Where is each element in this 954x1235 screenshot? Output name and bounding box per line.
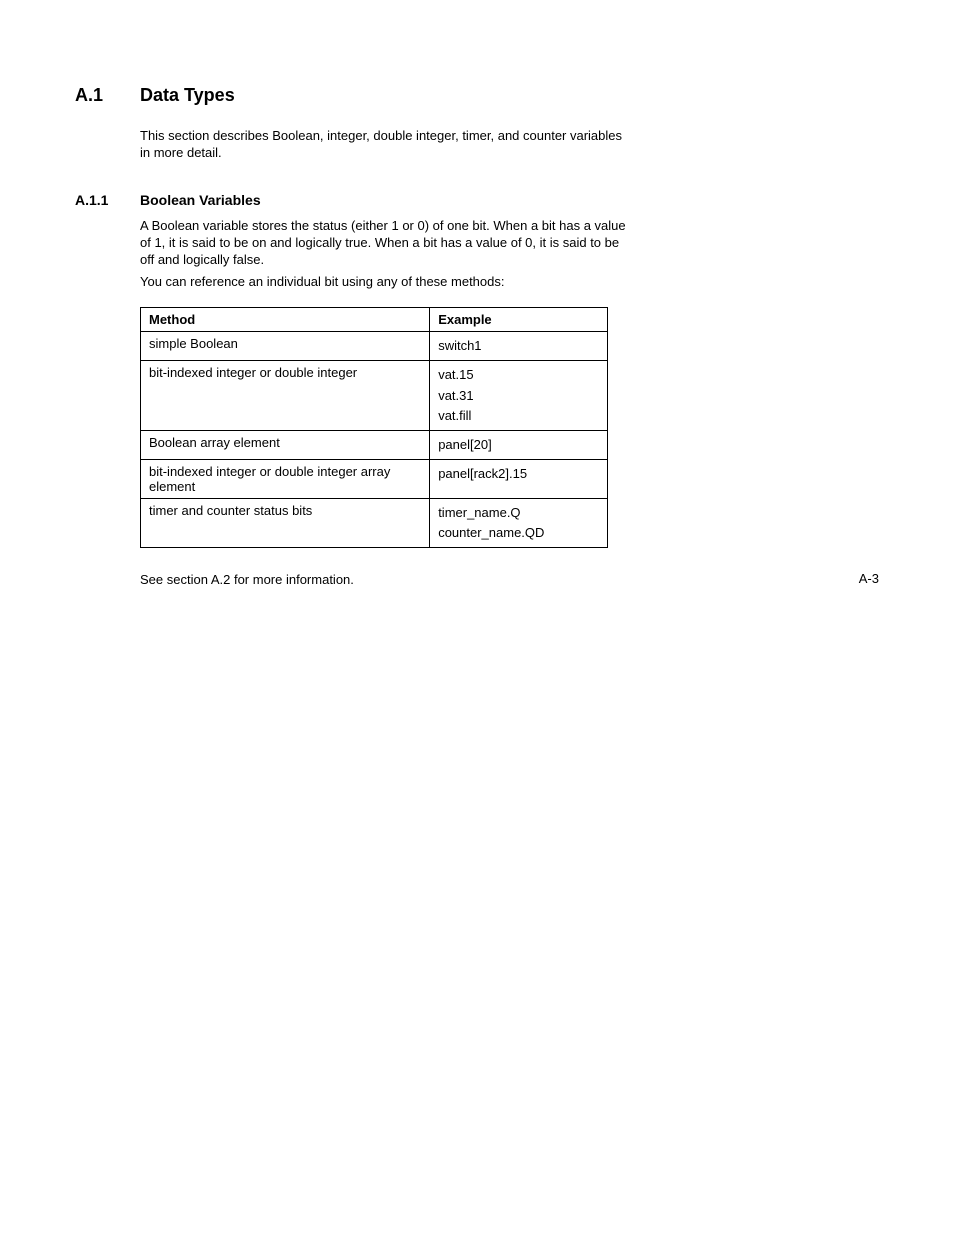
table-cell-example: panel[20] [430,430,608,459]
subsection-number: A.1.1 [75,192,140,208]
subsection-para2: You can reference an individual bit usin… [140,274,635,291]
table-cell-example: timer_name.Q counter_name.QD [430,499,608,548]
section-title: Data Types [140,85,235,106]
table-row: timer and counter status bits timer_name… [141,499,608,548]
table-row: bit-indexed integer or double integer va… [141,361,608,430]
subsection-para1: A Boolean variable stores the status (ei… [140,218,635,269]
table-header-method: Method [141,308,430,332]
footer-note: See section A.2 for more information. [140,572,879,587]
section-heading: A.1 Data Types [75,85,879,106]
table-cell-method: bit-indexed integer or double integer [141,361,430,430]
subsection-heading: A.1.1 Boolean Variables [75,192,879,208]
table-cell-method: timer and counter status bits [141,499,430,548]
table-cell-method: bit-indexed integer or double integer ar… [141,460,430,499]
table-cell-example: panel[rack2].15 [430,460,608,499]
table-row: simple Boolean switch1 [141,332,608,361]
table-cell-method: Boolean array element [141,430,430,459]
methods-table: Method Example simple Boolean switch1 bi… [140,307,879,548]
table-cell-example: switch1 [430,332,608,361]
section-intro: This section describes Boolean, integer,… [140,128,635,162]
table-row: Boolean array element panel[20] [141,430,608,459]
table-header-example: Example [430,308,608,332]
subsection-title: Boolean Variables [140,192,261,208]
table-cell-method: simple Boolean [141,332,430,361]
table-cell-example: vat.15 vat.31 vat.fill [430,361,608,430]
table-row: bit-indexed integer or double integer ar… [141,460,608,499]
table-header-row: Method Example [141,308,608,332]
page-number: A-3 [859,571,879,586]
section-number: A.1 [75,85,140,106]
